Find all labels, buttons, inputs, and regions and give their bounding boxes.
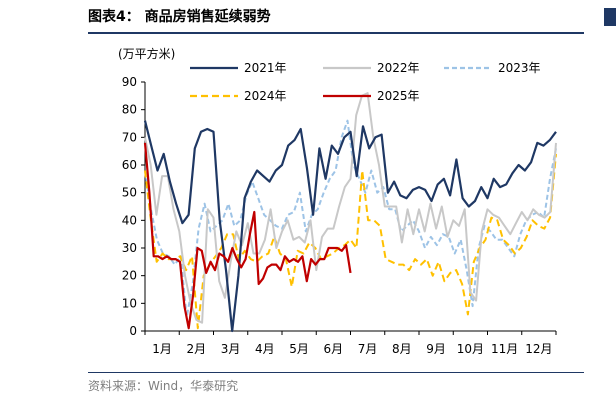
legend-label: 2022年	[377, 61, 420, 75]
x-tick-label: 4月	[255, 342, 275, 356]
y-tick-label: 60	[122, 158, 137, 172]
x-tick-labels: 1月 2月 3月 4月 5月 6月 7月 8月 9月 10月 11月 12月	[152, 342, 552, 356]
x-tick-label: 7月	[358, 342, 378, 356]
source-rule	[88, 372, 584, 373]
y-tick-label: 10	[122, 296, 137, 310]
series-line-2021年	[143, 120, 557, 333]
x-tick-label: 5月	[289, 342, 309, 356]
x-tick-label: 3月	[221, 342, 241, 356]
title-rule	[88, 32, 584, 34]
y-tick-label: 40	[122, 213, 137, 227]
y-tick-label: 90	[122, 75, 137, 89]
legend-label: 2024年	[244, 89, 287, 103]
y-tick-label: 0	[129, 324, 137, 338]
legend-label: 2021年	[244, 61, 287, 75]
y-tick-labels: 0 10 20 30 40 50 60 70 80 90	[122, 75, 137, 338]
y-axis-label: (万平方米)	[118, 46, 175, 61]
source-note: 资料来源：Wind，华泰研究	[88, 379, 239, 393]
x-tick-label: 10月	[457, 342, 484, 356]
y-tick-label: 30	[122, 241, 137, 255]
x-tick-label: 2月	[187, 342, 207, 356]
x-tick-label: 8月	[392, 342, 412, 356]
x-tick-label: 11月	[491, 342, 518, 356]
series-line-2022年	[144, 92, 557, 324]
legend-label: 2023年	[498, 61, 541, 75]
legend-label: 2025年	[377, 89, 420, 103]
legend: 2021年 2022年 2023年 2024年 2025年	[190, 61, 541, 103]
x-tick-label: 6月	[324, 342, 344, 356]
series-line-2025年	[143, 142, 352, 330]
x-tick-label: 12月	[525, 342, 552, 356]
y-tick-label: 80	[122, 103, 137, 117]
y-tick-label: 20	[122, 269, 137, 283]
y-tick-label: 50	[122, 186, 137, 200]
figure-title: 图表4： 商品房销售延续弱势	[88, 9, 271, 25]
adjacent-figure-edge	[604, 8, 616, 26]
series-lines	[143, 92, 557, 333]
series-line-2024年	[144, 153, 557, 330]
x-tick-label: 9月	[426, 342, 446, 356]
x-tick-label: 1月	[152, 342, 172, 356]
y-tick-label: 70	[122, 130, 137, 144]
